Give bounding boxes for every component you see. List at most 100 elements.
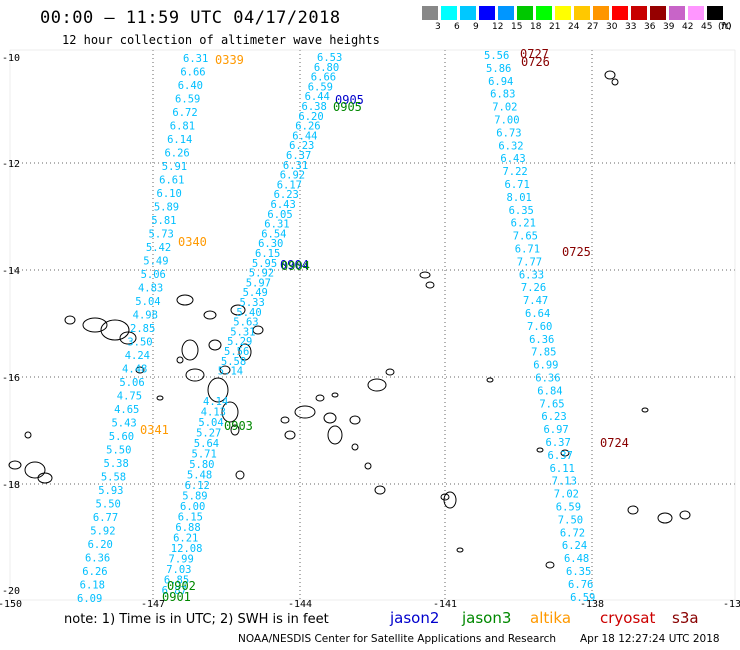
colorbar-swatch [460, 6, 476, 20]
track-value-left: 6.09 [77, 593, 102, 605]
track-value-right: 7.65 [539, 398, 564, 410]
colorbar-swatch [498, 6, 514, 20]
track-value-right: 5.86 [486, 63, 511, 75]
track-value-diagonal: 5.40 [236, 307, 261, 319]
track-value-middle: 5.89 [182, 491, 207, 503]
island-outline [235, 470, 245, 480]
lon-label: -144 [288, 599, 312, 610]
track-value-middle: 5.27 [196, 428, 221, 440]
pass-label-cryosat: 0726 [521, 55, 550, 69]
lat-label: -14 [2, 266, 20, 277]
track-value-diagonal: 6.38 [302, 101, 327, 113]
track-value-right: 7.85 [531, 347, 556, 359]
track-value-middle: 5.04 [198, 417, 223, 429]
track-value-left: 5.50 [106, 445, 131, 457]
track-value-left: 4.65 [114, 404, 139, 416]
island-outline [176, 356, 184, 364]
track-value-diagonal: 5.29 [227, 336, 252, 348]
lon-label: -147 [141, 599, 165, 610]
track-value-right: 6.37 [546, 437, 571, 449]
track-value-diagonal: 5.97 [246, 277, 271, 289]
island-outline [486, 377, 494, 383]
track-value-left: 3.50 [127, 337, 152, 349]
lat-label: -20 [2, 586, 20, 597]
island-outline [135, 366, 145, 374]
track-value-left: 5.06 [141, 269, 166, 281]
track-value-diagonal: 5.63 [233, 317, 258, 329]
track-value-left: 5.93 [98, 485, 123, 497]
track-value-right: 7.65 [513, 231, 538, 243]
colorbar-label: 6 [454, 22, 460, 32]
track-value-middle: 5.71 [192, 449, 217, 461]
track-value-left: 5.50 [96, 499, 121, 511]
island-outline [100, 319, 130, 341]
mission-legend-s3a: s3a [672, 609, 699, 627]
colorbar-swatch [593, 6, 609, 20]
track-value-right: 6.36 [535, 373, 560, 385]
track-value-diagonal: 5.31 [230, 326, 255, 338]
track-value-diagonal: 6.44 [292, 130, 317, 142]
lat-label: -16 [2, 373, 20, 384]
track-value-left: 6.81 [170, 121, 195, 133]
colorbar-label: 42 [682, 22, 694, 32]
colorbar-label: 15 [511, 22, 523, 32]
track-value-right: 5.56 [484, 50, 509, 62]
island-outline [323, 412, 337, 424]
track-value-left: 5.60 [109, 431, 134, 443]
track-value-right: 6.36 [529, 334, 554, 346]
track-value-middle: 6.00 [180, 501, 205, 513]
track-value-right: 6.83 [490, 89, 515, 101]
track-value-diagonal: 6.37 [286, 150, 311, 162]
island-outline [219, 365, 231, 375]
track-value-middle: 6.21 [173, 533, 198, 545]
track-value-right: 6.71 [515, 244, 540, 256]
track-value-left: 4.83 [138, 283, 163, 295]
pass-label-cryosat: 0727 [520, 47, 549, 61]
altimeter-tracks: 6.316.666.406.596.726.816.146.265.916.61… [77, 50, 595, 605]
track-value-left: 6.40 [178, 80, 203, 92]
track-value-left: 4.98 [133, 310, 158, 322]
map-grid [9, 49, 736, 601]
track-value-left: 5.38 [104, 458, 129, 470]
axis-labels: -10 -12 -14 -16 -18 -20 -150 -147 -144 -141 -138 -1… [0, 53, 740, 610]
island-outline [315, 394, 325, 402]
island-outline [349, 415, 361, 425]
track-value-diagonal: 6.30 [258, 238, 283, 250]
island-outline [280, 416, 290, 424]
track-value-right: 7.77 [517, 256, 542, 268]
island-outline [252, 325, 264, 335]
track-value-diagonal: 6.53 [317, 52, 342, 64]
colorbar-label: 70 [720, 22, 732, 32]
track-value-diagonal: 6.26 [295, 121, 320, 133]
map-subtitle: 12 hour collection of altimeter wave hei… [62, 33, 380, 47]
colorbar-swatch [631, 6, 647, 20]
island-outline [611, 78, 619, 86]
track-value-right: 6.48 [564, 553, 589, 565]
track-value-middle: 12.08 [171, 543, 203, 555]
track-value-middle: 7.03 [166, 564, 191, 576]
island-outline [327, 425, 343, 445]
colorbar-label: 18 [530, 22, 542, 32]
track-value-left: 6.36 [85, 553, 110, 565]
track-value-left: 6.66 [180, 67, 205, 79]
track-value-left: 6.20 [88, 539, 113, 551]
colorbar-label: 9 [473, 22, 479, 32]
island-outline [185, 368, 205, 382]
map-frame [9, 49, 736, 601]
lon-label: -135 [723, 599, 740, 610]
track-value-left: 5.91 [162, 161, 187, 173]
track-value-left: 5.04 [135, 296, 160, 308]
island-outline [156, 395, 164, 401]
island-outline [545, 561, 555, 569]
track-value-right: 6.35 [509, 205, 534, 217]
track-value-left: 5.89 [154, 202, 179, 214]
colorbar-swatch [555, 6, 571, 20]
island-outline [419, 271, 431, 279]
track-value-left: 5.73 [149, 229, 174, 241]
track-value-diagonal: 5.33 [240, 297, 265, 309]
track-value-right: 6.76 [568, 579, 593, 591]
colorbar-label: 33 [625, 22, 637, 32]
island-outline [208, 339, 222, 351]
lat-label: -10 [2, 53, 20, 64]
